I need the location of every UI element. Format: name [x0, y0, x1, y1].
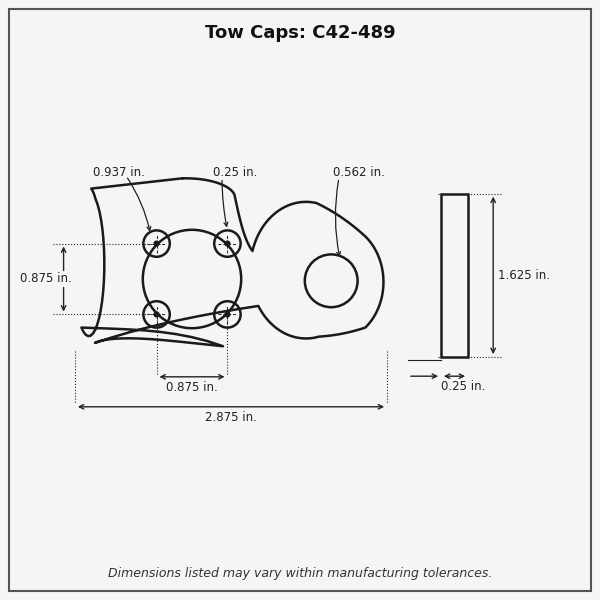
Bar — [441, 194, 468, 357]
Circle shape — [154, 241, 159, 246]
Text: Tow Caps: C42-489: Tow Caps: C42-489 — [205, 24, 395, 42]
Text: Dimensions listed may vary within manufacturing tolerances.: Dimensions listed may vary within manufa… — [108, 566, 492, 580]
Text: 2.875 in.: 2.875 in. — [205, 411, 257, 424]
Text: 1.625 in.: 1.625 in. — [499, 269, 550, 282]
FancyBboxPatch shape — [9, 9, 591, 591]
Text: 0.937 in.: 0.937 in. — [93, 166, 145, 179]
Text: 0.875 in.: 0.875 in. — [166, 381, 218, 394]
Text: 0.25 in.: 0.25 in. — [442, 380, 485, 394]
Text: 0.562 in.: 0.562 in. — [333, 166, 385, 179]
Text: 0.25 in.: 0.25 in. — [213, 166, 257, 179]
Text: 0.875 in.: 0.875 in. — [20, 272, 71, 286]
Circle shape — [154, 312, 159, 317]
Circle shape — [225, 241, 230, 246]
Circle shape — [225, 312, 230, 317]
